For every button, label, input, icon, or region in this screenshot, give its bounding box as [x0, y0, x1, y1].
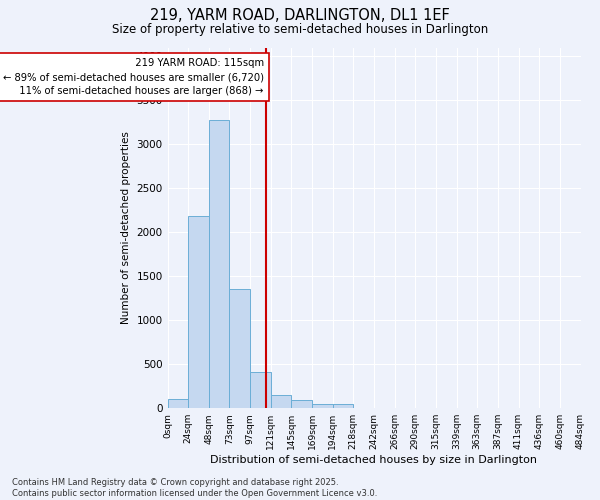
Text: 219 YARM ROAD: 115sqm
← 89% of semi-detached houses are smaller (6,720)
  11% of: 219 YARM ROAD: 115sqm ← 89% of semi-deta…: [3, 58, 264, 96]
Bar: [188, 216, 209, 408]
Y-axis label: Number of semi-detached properties: Number of semi-detached properties: [121, 132, 131, 324]
Bar: [332, 404, 353, 408]
Bar: [209, 120, 229, 408]
Bar: [250, 372, 271, 408]
Bar: [229, 290, 250, 408]
Text: Contains HM Land Registry data © Crown copyright and database right 2025.
Contai: Contains HM Land Registry data © Crown c…: [12, 478, 377, 498]
Bar: [167, 398, 188, 408]
Bar: [271, 394, 292, 408]
Text: Size of property relative to semi-detached houses in Darlington: Size of property relative to semi-detach…: [112, 22, 488, 36]
X-axis label: Distribution of semi-detached houses by size in Darlington: Distribution of semi-detached houses by …: [211, 455, 538, 465]
Bar: [312, 404, 332, 408]
Bar: [292, 400, 312, 408]
Text: 219, YARM ROAD, DARLINGTON, DL1 1EF: 219, YARM ROAD, DARLINGTON, DL1 1EF: [150, 8, 450, 22]
